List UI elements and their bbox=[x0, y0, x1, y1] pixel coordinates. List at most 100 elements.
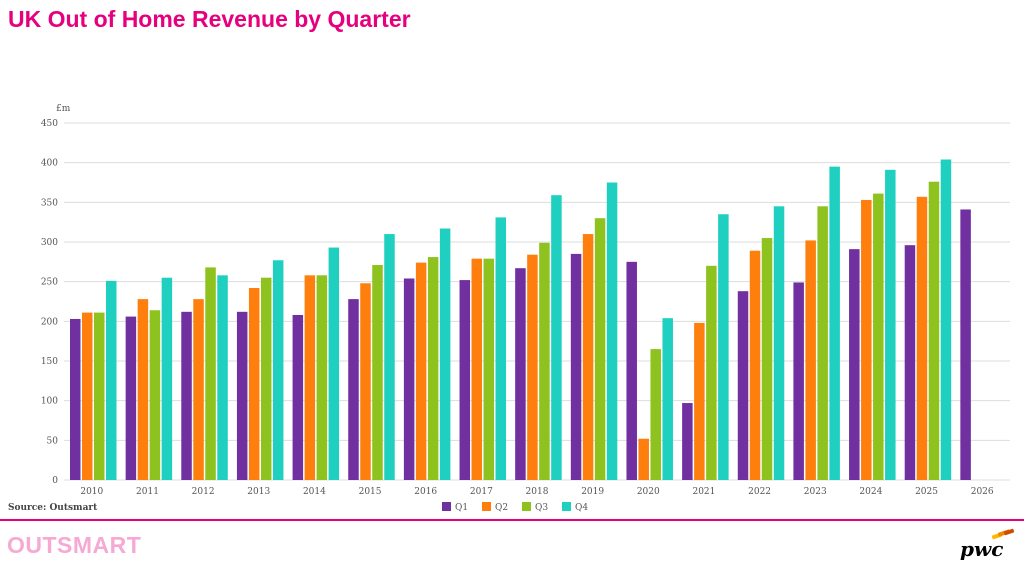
x-tick-label: 2013 bbox=[247, 487, 270, 497]
bar-q4-2014 bbox=[328, 247, 340, 480]
bar-q2-2013 bbox=[248, 288, 260, 480]
page-title: UK Out of Home Revenue by Quarter bbox=[8, 6, 411, 32]
bar-q3-2023 bbox=[817, 206, 828, 481]
x-tick-label: 2018 bbox=[526, 487, 549, 497]
y-tick-label: 50 bbox=[47, 436, 59, 446]
bar-q3-2013 bbox=[260, 277, 272, 480]
bar-q3-2010 bbox=[94, 312, 105, 480]
y-axis-ticks: 0 50 100 150 200 250 300 350 400 450 bbox=[41, 119, 58, 486]
bar-q2-2025 bbox=[916, 196, 928, 480]
bar-q4-2012 bbox=[217, 275, 228, 480]
x-tick-label: 2024 bbox=[859, 487, 882, 497]
bar-q3-2016 bbox=[427, 257, 439, 480]
x-axis-ticks: 2010 2011 2012 2013 2014 2015 2016 2017 2018 2019… bbox=[80, 487, 994, 497]
bar-q4-2015 bbox=[384, 234, 395, 480]
bar-q2-2015 bbox=[360, 283, 371, 480]
legend-label-q4: Q4 bbox=[575, 503, 588, 513]
x-tick-label: 2020 bbox=[637, 487, 660, 497]
x-tick-label: 2026 bbox=[971, 487, 994, 497]
legend-swatch-q1 bbox=[442, 502, 451, 511]
bar-q1-2012 bbox=[181, 311, 192, 480]
bar-q1-2017 bbox=[459, 280, 471, 480]
x-tick-label: 2012 bbox=[192, 487, 215, 497]
y-tick-label: 150 bbox=[41, 357, 58, 367]
bar-q4-2016 bbox=[439, 228, 451, 480]
y-axis-label: £m bbox=[56, 104, 71, 114]
bar-q4-2025 bbox=[940, 159, 952, 480]
bar-q3-2017 bbox=[483, 258, 495, 480]
bar-q3-2021 bbox=[706, 265, 717, 480]
bar-q1-2026 bbox=[960, 209, 971, 480]
bar-q4-2013 bbox=[272, 260, 284, 480]
x-tick-label: 2016 bbox=[414, 487, 437, 497]
bar-q2-2017 bbox=[471, 258, 483, 480]
bar-q3-2018 bbox=[539, 242, 550, 480]
legend-label-q2: Q2 bbox=[495, 503, 508, 513]
bar-q4-2010 bbox=[106, 280, 117, 480]
bar-q3-2024 bbox=[873, 193, 884, 480]
legend-swatch-q3 bbox=[522, 502, 531, 511]
bar-q1-2010 bbox=[70, 318, 81, 480]
bar-q2-2018 bbox=[527, 254, 538, 480]
bar-q2-2023 bbox=[805, 240, 816, 480]
bar-q3-2012 bbox=[205, 267, 216, 480]
x-tick-label: 2010 bbox=[80, 487, 103, 497]
bar-q4-2021 bbox=[718, 214, 729, 480]
x-tick-label: 2017 bbox=[470, 487, 493, 497]
y-tick-label: 400 bbox=[41, 159, 58, 169]
y-tick-label: 100 bbox=[41, 397, 58, 407]
legend: Q1 Q2 Q3 Q4 bbox=[442, 502, 588, 513]
bars bbox=[70, 159, 971, 481]
legend-swatch-q4 bbox=[562, 502, 571, 511]
x-tick-label: 2022 bbox=[748, 487, 771, 497]
bar-q1-2013 bbox=[236, 311, 248, 480]
footer-divider bbox=[0, 519, 1024, 521]
bar-q2-2012 bbox=[193, 299, 204, 480]
bar-q3-2025 bbox=[928, 181, 940, 480]
legend-label-q1: Q1 bbox=[455, 503, 468, 513]
bar-q4-2011 bbox=[161, 277, 173, 480]
bar-q4-2023 bbox=[829, 166, 840, 480]
y-tick-label: 0 bbox=[52, 476, 58, 486]
bar-q1-2023 bbox=[793, 282, 804, 480]
bar-q1-2024 bbox=[849, 249, 860, 480]
pwc-logo-text: pwc bbox=[960, 537, 1004, 561]
bar-q2-2010 bbox=[82, 312, 93, 480]
legend-swatch-q2 bbox=[482, 502, 491, 511]
bar-q3-2011 bbox=[149, 310, 161, 480]
y-tick-label: 350 bbox=[41, 198, 58, 208]
bar-q1-2011 bbox=[125, 316, 137, 480]
bar-q1-2018 bbox=[515, 268, 526, 480]
source-note: Source: Outsmart bbox=[8, 503, 98, 513]
bar-q2-2020 bbox=[638, 438, 649, 480]
bar-q3-2022 bbox=[761, 238, 773, 480]
x-tick-label: 2025 bbox=[915, 487, 938, 497]
x-tick-label: 2019 bbox=[581, 487, 604, 497]
bar-q2-2011 bbox=[137, 299, 149, 480]
bar-q1-2019 bbox=[570, 253, 582, 480]
bar-q3-2015 bbox=[372, 265, 383, 480]
pwc-logo: pwc bbox=[960, 528, 1018, 561]
bar-q2-2014 bbox=[304, 275, 316, 480]
bar-q1-2015 bbox=[348, 299, 359, 480]
x-tick-label: 2021 bbox=[692, 487, 715, 497]
bar-q3-2014 bbox=[316, 275, 328, 480]
legend-label-q3: Q3 bbox=[535, 503, 548, 513]
x-tick-label: 2015 bbox=[359, 487, 382, 497]
x-tick-label: 2023 bbox=[804, 487, 827, 497]
x-tick-label: 2014 bbox=[303, 487, 326, 497]
bar-q1-2022 bbox=[737, 291, 749, 480]
bar-q3-2020 bbox=[650, 349, 661, 480]
bar-q1-2016 bbox=[403, 278, 415, 480]
bar-q1-2020 bbox=[626, 261, 637, 480]
bar-q4-2024 bbox=[885, 169, 896, 480]
bar-q4-2020 bbox=[662, 318, 673, 480]
x-tick-label: 2011 bbox=[136, 487, 159, 497]
bar-q4-2022 bbox=[773, 206, 785, 481]
bar-q1-2025 bbox=[904, 245, 916, 480]
bar-q4-2019 bbox=[606, 182, 618, 480]
bar-q2-2016 bbox=[415, 262, 427, 480]
bar-q2-2024 bbox=[861, 199, 872, 480]
bar-q1-2014 bbox=[292, 314, 304, 480]
